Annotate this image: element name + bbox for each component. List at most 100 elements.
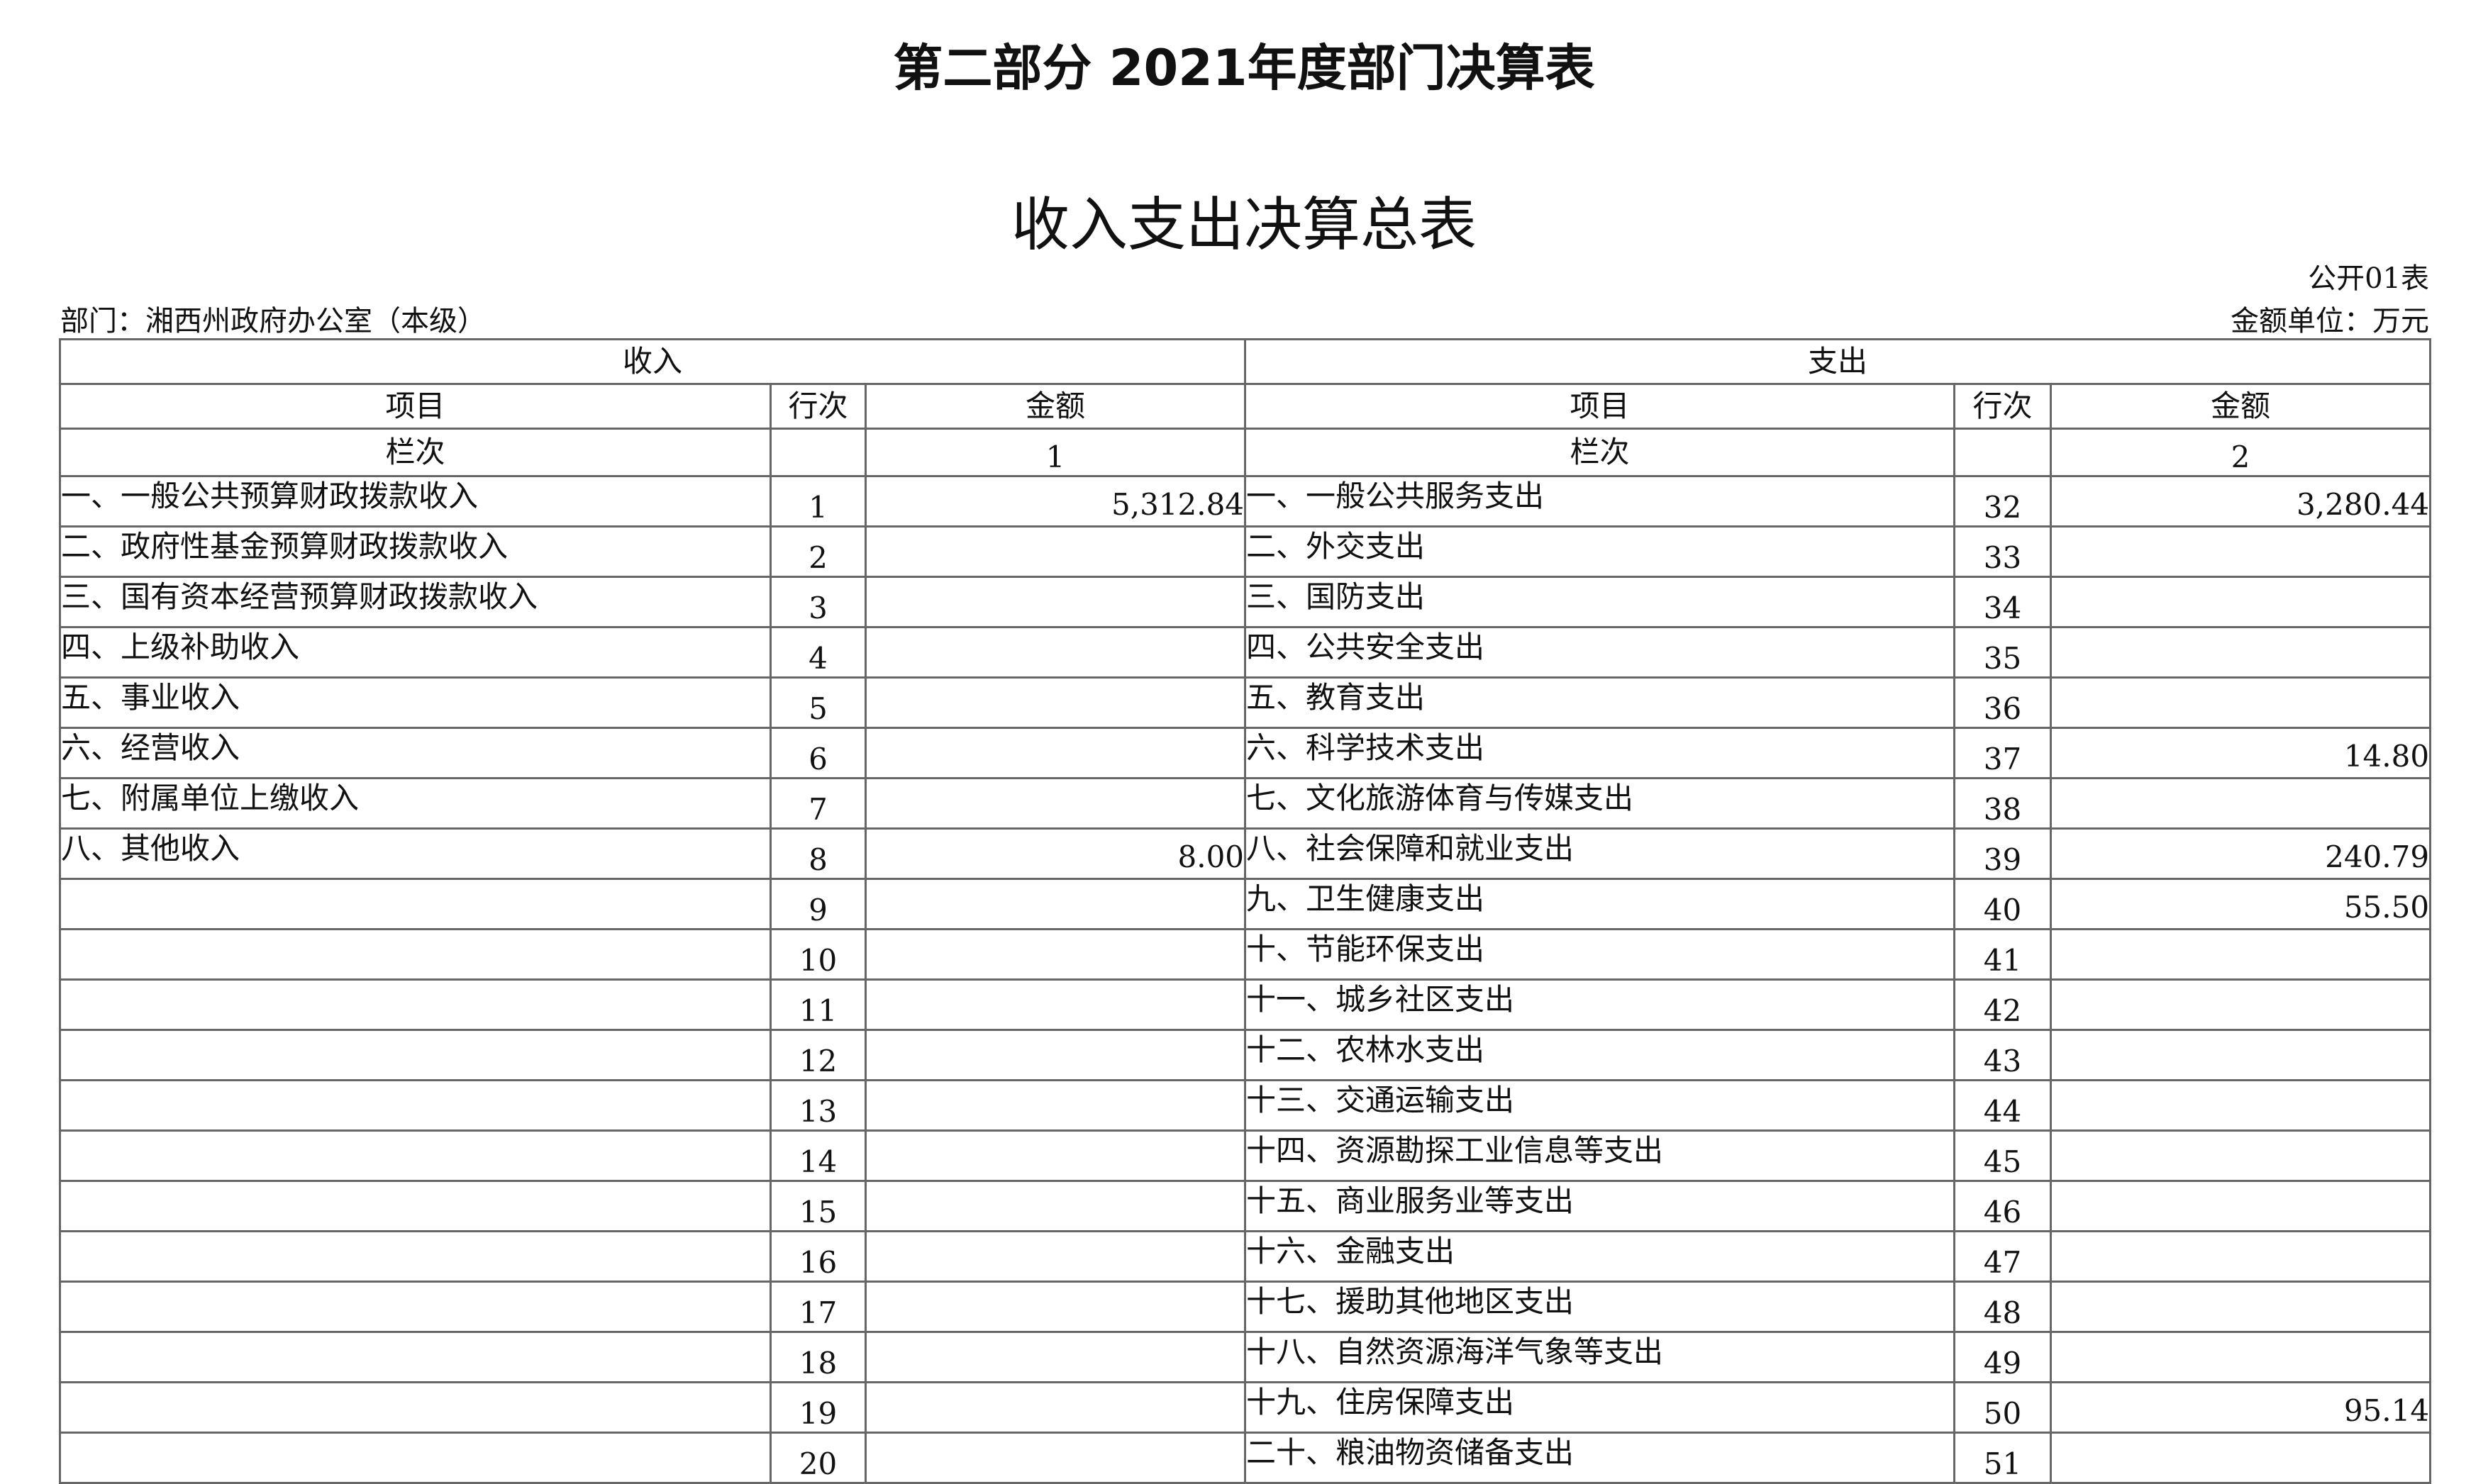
expense-line-no: 47	[1953, 1230, 2053, 1283]
table-code: 公开01表	[2308, 262, 2429, 295]
income-line-no: 14	[770, 1129, 867, 1182]
income-line-no: 10	[770, 928, 867, 981]
income-line-no: 12	[770, 1029, 867, 1081]
income-amount	[864, 626, 1247, 679]
expense-amount	[2050, 676, 2432, 729]
table-row: 16 十六、金融支出 47	[59, 1230, 2432, 1283]
income-line-no: 2	[770, 525, 867, 578]
expense-amount	[2050, 1331, 2432, 1383]
expense-amount	[2050, 576, 2432, 628]
expense-amount: 14.80	[2050, 727, 2432, 779]
table-row: 10 十、节能环保支出 41	[59, 928, 2432, 981]
expense-amount: 3,280.44	[2050, 475, 2432, 528]
income-item	[59, 878, 772, 930]
expense-line-no: 48	[1953, 1281, 2053, 1333]
income-line-no: 16	[770, 1230, 867, 1283]
income-amount	[864, 576, 1247, 628]
page-title: 第二部分 2021年度部门决算表	[893, 39, 1595, 97]
expense-item: 一、一般公共服务支出	[1244, 475, 1956, 528]
expense-item: 十八、自然资源海洋气象等支出	[1244, 1331, 1956, 1383]
department-label: 部门：湘西州政府办公室（本级）	[60, 305, 486, 337]
income-item	[59, 1432, 772, 1484]
expense-item: 十六、金融支出	[1244, 1230, 1956, 1283]
income-index-value: 1	[864, 428, 1247, 477]
expense-line-no: 38	[1953, 777, 2053, 830]
expense-item-header: 项目	[1244, 383, 1956, 430]
income-line-no: 3	[770, 576, 867, 628]
income-line-no: 17	[770, 1281, 867, 1333]
table-row: 六、经营收入 6 六、科学技术支出 37 14.80	[59, 727, 2432, 779]
income-amount	[864, 1281, 1247, 1333]
income-line-no: 18	[770, 1331, 867, 1383]
income-line-no: 8	[770, 827, 867, 880]
income-line-no: 11	[770, 978, 867, 1031]
expense-line-no: 49	[1953, 1331, 2053, 1383]
expense-item: 九、卫生健康支出	[1244, 878, 1956, 930]
expense-amount: 240.79	[2050, 827, 2432, 880]
table-row: 9 九、卫生健康支出 40 55.50	[59, 878, 2432, 930]
expense-amount	[2050, 978, 2432, 1031]
section-header-row: 收入 支出	[58, 338, 2432, 385]
income-line-no: 19	[770, 1381, 867, 1434]
income-item: 六、经营收入	[59, 727, 772, 779]
expense-line-no: 46	[1953, 1180, 2053, 1232]
income-line-no: 1	[770, 475, 867, 528]
expense-line-no: 37	[1953, 727, 2053, 779]
table-row: 13 十三、交通运输支出 44	[59, 1079, 2432, 1132]
table-row: 17 十七、援助其他地区支出 48	[59, 1281, 2432, 1333]
income-amount	[864, 1079, 1247, 1132]
column-header-row: 项目 行次 金额 项目 行次 金额	[59, 383, 2432, 430]
income-item	[59, 1029, 772, 1081]
expense-item: 四、公共安全支出	[1244, 626, 1956, 679]
table-row: 14 十四、资源勘探工业信息等支出 45	[59, 1129, 2432, 1182]
income-item	[59, 1331, 772, 1383]
expense-item: 二十、粮油物资储备支出	[1244, 1432, 1956, 1484]
expense-amount	[2050, 777, 2432, 830]
income-item	[59, 1129, 772, 1182]
table-row: 一、一般公共预算财政拨款收入 1 5,312.84 一、一般公共服务支出 32 3,280…	[59, 475, 2432, 528]
income-line-no: 7	[770, 777, 867, 830]
expense-item: 二、外交支出	[1244, 525, 1956, 578]
expense-amount	[2050, 1029, 2432, 1081]
income-amount: 5,312.84	[864, 475, 1247, 528]
income-item: 七、附属单位上缴收入	[59, 777, 772, 830]
income-index-line	[770, 428, 867, 477]
expense-line-no: 33	[1953, 525, 2053, 578]
expense-item: 十四、资源勘探工业信息等支出	[1244, 1129, 1956, 1182]
income-header: 收入	[58, 338, 1247, 385]
expense-item: 十一、城乡社区支出	[1244, 978, 1956, 1031]
income-amount	[864, 525, 1247, 578]
table-row: 二、政府性基金预算财政拨款收入 2 二、外交支出 33	[59, 525, 2432, 578]
expense-amount	[2050, 928, 2432, 981]
income-amount	[864, 1029, 1247, 1081]
expense-line-no: 39	[1953, 827, 2053, 880]
income-line-no: 5	[770, 676, 867, 729]
income-item	[59, 1180, 772, 1232]
table-row: 20 二十、粮油物资储备支出 51	[59, 1432, 2432, 1484]
income-item: 三、国有资本经营预算财政拨款收入	[59, 576, 772, 628]
expense-line-no: 44	[1953, 1079, 2053, 1132]
table-row: 18 十八、自然资源海洋气象等支出 49	[59, 1331, 2432, 1383]
expense-item: 六、科学技术支出	[1244, 727, 1956, 779]
expense-index-label: 栏次	[1244, 428, 1956, 477]
expense-line-no: 51	[1953, 1432, 2053, 1484]
income-line-no: 4	[770, 626, 867, 679]
income-line-no: 6	[770, 727, 867, 779]
expense-item: 十、节能环保支出	[1244, 928, 1956, 981]
income-item: 一、一般公共预算财政拨款收入	[59, 475, 772, 528]
income-index-label: 栏次	[59, 428, 772, 477]
expense-item: 十二、农林水支出	[1244, 1029, 1956, 1081]
income-item: 八、其他收入	[59, 827, 772, 880]
expense-line-no: 35	[1953, 626, 2053, 679]
income-amount	[864, 1331, 1247, 1383]
income-expense-table: 收入 支出 项目 行次 金额 项目 行次 金额 栏次 1 栏次 2 一、一般公共…	[58, 338, 2432, 1484]
expense-header: 支出	[1244, 338, 2432, 385]
income-amount	[864, 777, 1247, 830]
income-line-no: 9	[770, 878, 867, 930]
income-amount-header: 金额	[864, 383, 1247, 430]
income-item: 五、事业收入	[59, 676, 772, 729]
table-row: 七、附属单位上缴收入 7 七、文化旅游体育与传媒支出 38	[59, 777, 2432, 830]
expense-amount	[2050, 1129, 2432, 1182]
income-item	[59, 978, 772, 1031]
expense-item: 七、文化旅游体育与传媒支出	[1244, 777, 1956, 830]
